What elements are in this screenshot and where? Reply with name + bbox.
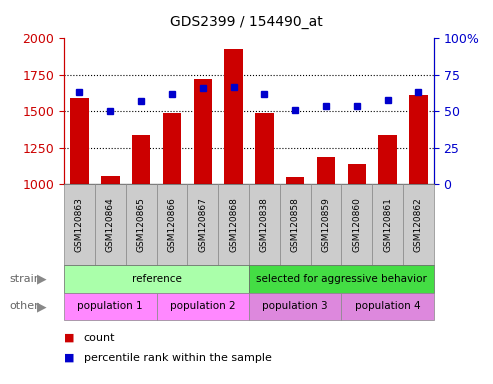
- Text: GSM120838: GSM120838: [260, 197, 269, 252]
- Bar: [317, 157, 335, 184]
- Text: GSM120867: GSM120867: [198, 197, 207, 252]
- Text: GSM120860: GSM120860: [352, 197, 361, 252]
- Text: GSM120868: GSM120868: [229, 197, 238, 252]
- Bar: [70, 98, 89, 184]
- Bar: [163, 113, 181, 184]
- Text: strain: strain: [10, 274, 42, 284]
- Text: population 4: population 4: [355, 301, 421, 311]
- Text: population 3: population 3: [262, 301, 328, 311]
- Bar: [286, 177, 305, 184]
- Text: GSM120865: GSM120865: [137, 197, 145, 252]
- Text: percentile rank within the sample: percentile rank within the sample: [84, 353, 272, 362]
- Bar: [132, 135, 150, 184]
- Text: GSM120858: GSM120858: [291, 197, 300, 252]
- Text: GSM120864: GSM120864: [106, 197, 115, 252]
- Text: GSM120861: GSM120861: [383, 197, 392, 252]
- Bar: [255, 113, 274, 184]
- Text: other: other: [10, 301, 39, 311]
- Text: ■: ■: [64, 333, 74, 343]
- Text: ▶: ▶: [37, 300, 47, 313]
- Text: GDS2399 / 154490_at: GDS2399 / 154490_at: [170, 15, 323, 29]
- Text: GSM120862: GSM120862: [414, 197, 423, 252]
- Bar: [378, 135, 397, 184]
- Text: count: count: [84, 333, 115, 343]
- Text: GSM120863: GSM120863: [75, 197, 84, 252]
- Bar: [101, 175, 119, 184]
- Text: population 2: population 2: [170, 301, 236, 311]
- Bar: [224, 49, 243, 184]
- Bar: [348, 164, 366, 184]
- Text: ▶: ▶: [37, 272, 47, 285]
- Text: GSM120859: GSM120859: [321, 197, 330, 252]
- Text: reference: reference: [132, 274, 181, 284]
- Bar: [193, 79, 212, 184]
- Text: ■: ■: [64, 353, 74, 362]
- Text: selected for aggressive behavior: selected for aggressive behavior: [256, 274, 427, 284]
- Bar: [409, 95, 427, 184]
- Text: population 1: population 1: [77, 301, 143, 311]
- Text: GSM120866: GSM120866: [168, 197, 176, 252]
